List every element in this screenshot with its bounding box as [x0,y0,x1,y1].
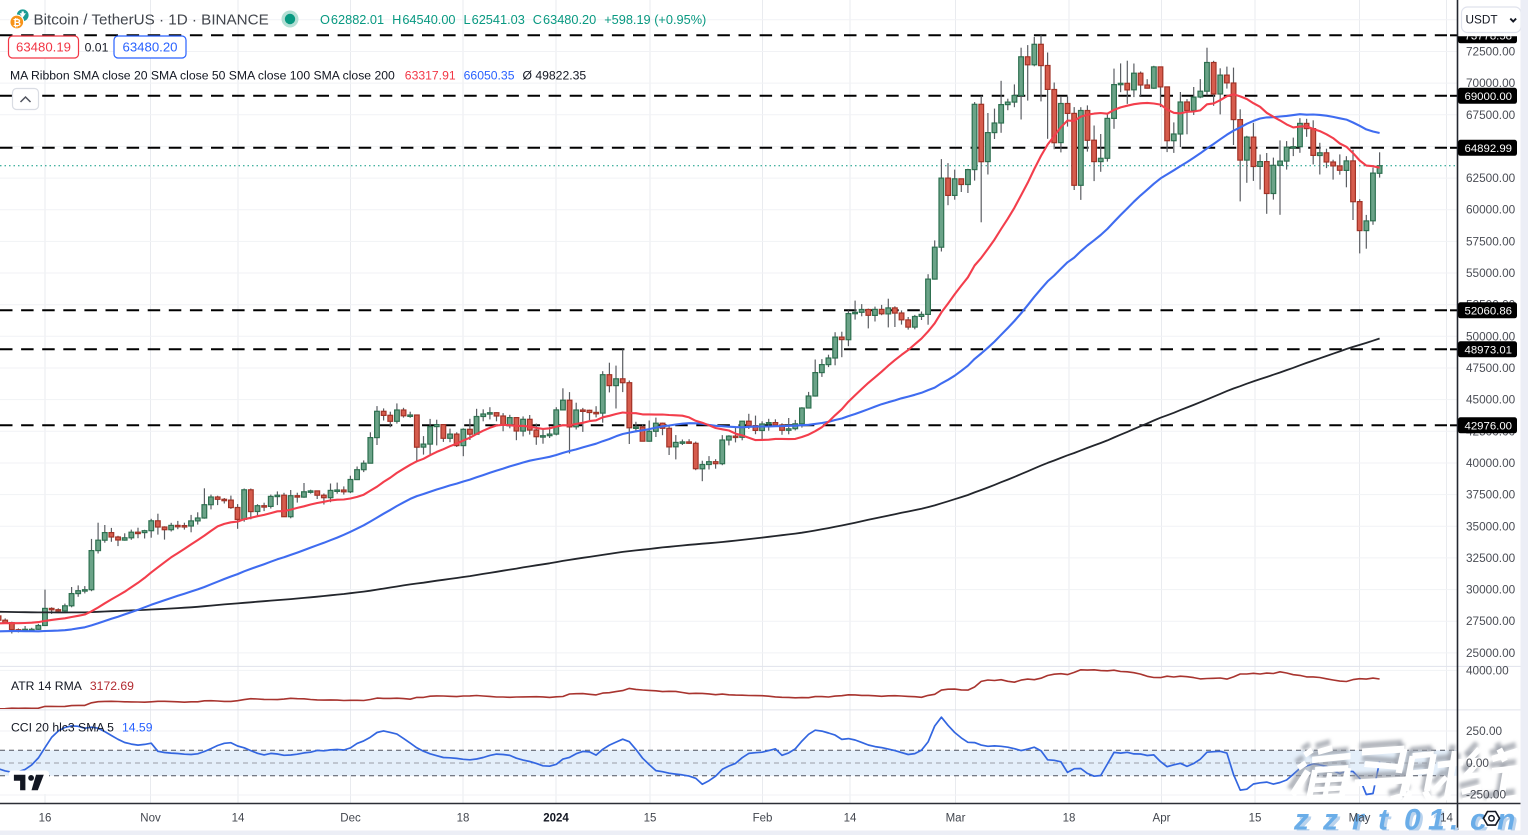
svg-text:Nov: Nov [140,813,161,825]
svg-text:Apr: Apr [1153,813,1171,825]
svg-text:0.01: 0.01 [85,41,109,55]
svg-text:25000.00: 25000.00 [1466,646,1516,660]
svg-text:16: 16 [39,813,52,825]
svg-text:₿: ₿ [13,17,21,29]
svg-text:zzrt01.cn: zzrt01.cn [1293,804,1515,835]
svg-text:Bitcoin / TetherUS · 1D · BINA: Bitcoin / TetherUS · 1D · BINANCE [34,12,269,29]
svg-text:47500.00: 47500.00 [1466,361,1516,375]
svg-text:-250.00: -250.00 [1466,788,1506,802]
svg-text:37500.00: 37500.00 [1466,488,1516,502]
svg-text:15: 15 [644,813,657,825]
svg-text:52060.86: 52060.86 [1465,306,1513,318]
svg-text:40000.00: 40000.00 [1466,456,1516,470]
svg-text:50000.00: 50000.00 [1466,329,1516,343]
svg-text:Feb: Feb [753,813,773,825]
svg-text:14: 14 [844,813,857,825]
svg-text:55000.00: 55000.00 [1466,266,1516,280]
svg-text:Dec: Dec [340,813,361,825]
svg-text:45000.00: 45000.00 [1466,393,1516,407]
svg-text:72500.00: 72500.00 [1466,45,1516,59]
svg-text:27500.00: 27500.00 [1466,614,1516,628]
svg-text:18: 18 [1063,813,1076,825]
svg-text:67500.00: 67500.00 [1466,108,1516,122]
svg-text:42976.00: 42976.00 [1465,421,1513,433]
svg-text:18: 18 [457,813,470,825]
svg-text:63480.20: 63480.20 [122,40,177,55]
svg-text:14: 14 [232,813,245,825]
svg-text:USDT: USDT [1466,13,1498,27]
svg-text:64892.99: 64892.99 [1465,143,1513,155]
svg-text:2024: 2024 [543,813,569,825]
svg-text:14: 14 [1440,813,1453,825]
svg-text:zzrt01.cn: zzrt01.cn [1296,806,1518,835]
svg-text:48973.01: 48973.01 [1465,345,1513,357]
svg-text:32500.00: 32500.00 [1466,551,1516,565]
svg-text:69000.00: 69000.00 [1465,91,1513,103]
svg-text:73778.58: 73778.58 [1465,31,1513,43]
svg-text:15: 15 [1249,813,1262,825]
svg-text:30000.00: 30000.00 [1466,583,1516,597]
svg-text:250.00: 250.00 [1466,724,1503,738]
svg-text:63480.19: 63480.19 [16,40,71,55]
svg-text:Mar: Mar [946,813,966,825]
svg-text:57500.00: 57500.00 [1466,234,1516,248]
svg-text:CCI 20 hlc3 SMA 514.59: CCI 20 hlc3 SMA 5 14.59 [11,721,153,735]
svg-text:4000.00: 4000.00 [1466,663,1509,677]
svg-text:35000.00: 35000.00 [1466,519,1516,533]
svg-text:70000.00: 70000.00 [1466,76,1516,90]
svg-text:62500.00: 62500.00 [1466,171,1516,185]
svg-text:60000.00: 60000.00 [1466,203,1516,217]
svg-text:0.00: 0.00 [1466,756,1489,770]
svg-text:MA Ribbon SMA close 20 SMA clo: MA Ribbon SMA close 20 SMA close 50 SMA … [10,69,586,83]
svg-text:May: May [1349,813,1371,825]
